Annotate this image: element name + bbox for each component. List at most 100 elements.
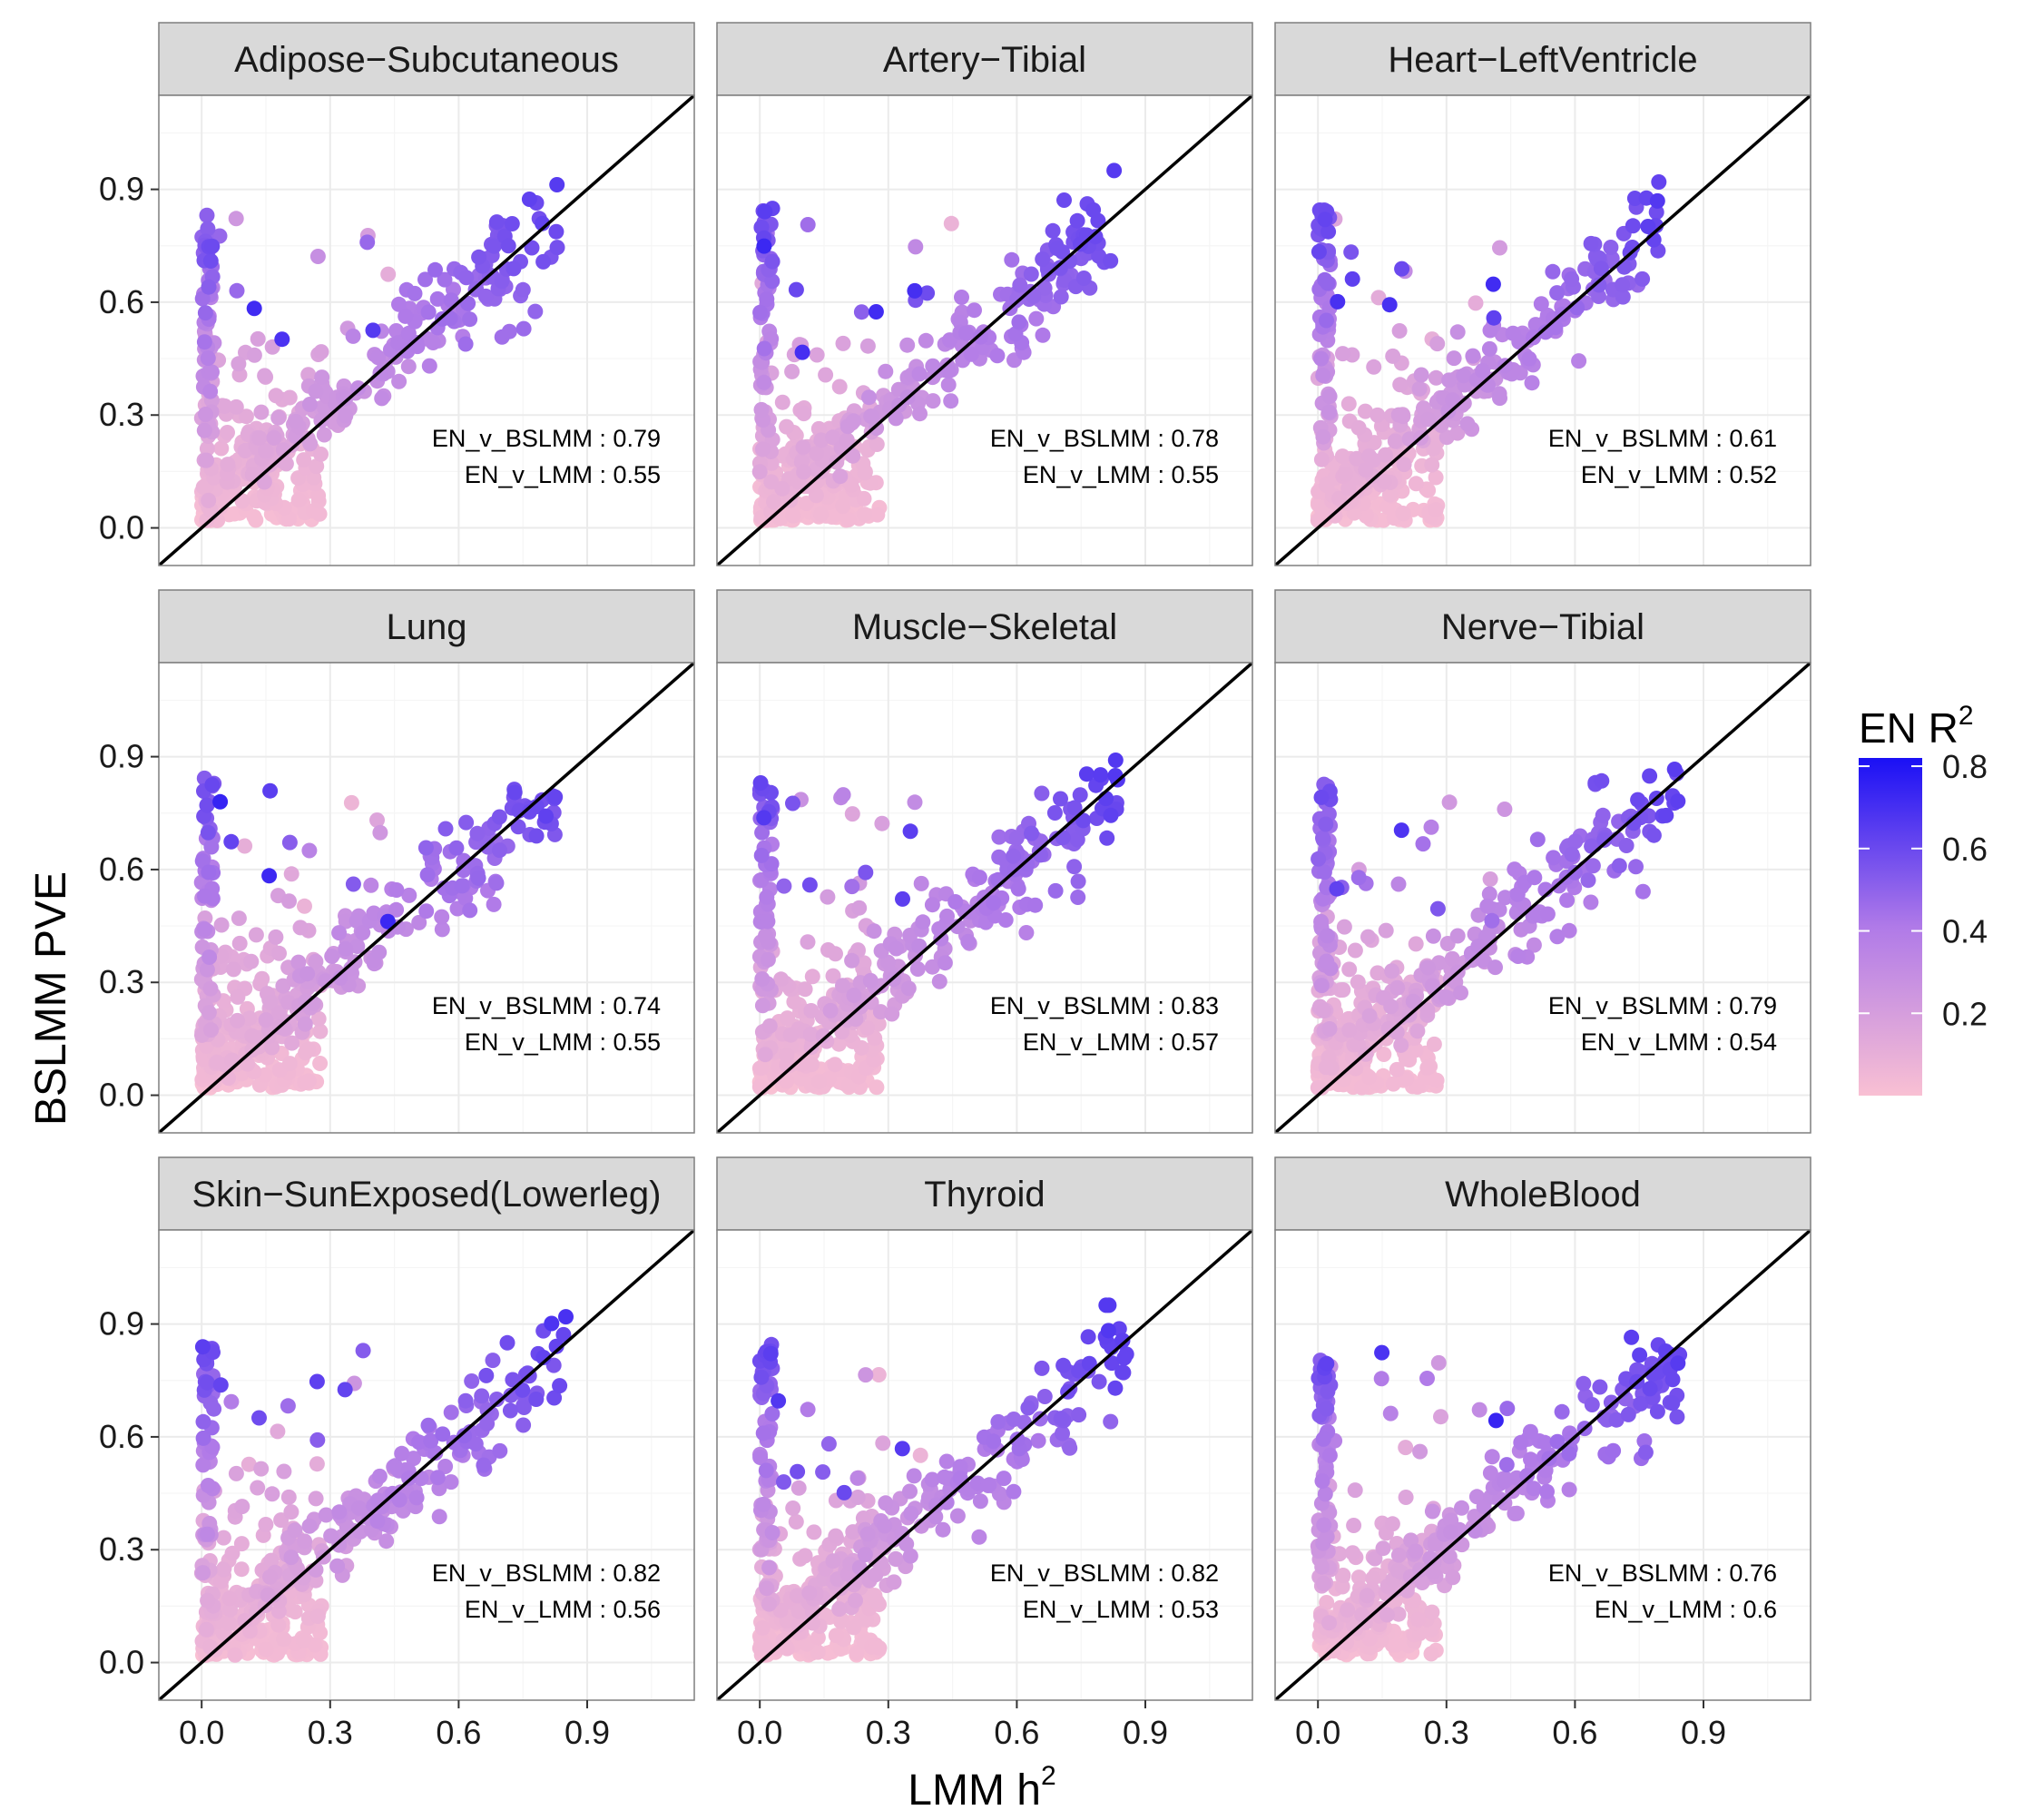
data-point	[1313, 978, 1330, 994]
facet-strip-label: Lung	[387, 607, 467, 647]
data-point	[371, 1468, 388, 1484]
data-point	[827, 1057, 843, 1073]
data-point	[228, 1465, 244, 1481]
y-tick-label: 0.0	[99, 1644, 144, 1681]
data-point	[331, 1504, 348, 1520]
data-point	[380, 266, 397, 282]
data-point	[241, 1010, 258, 1027]
data-point	[761, 1596, 777, 1612]
data-point	[309, 458, 325, 475]
data-point	[849, 1490, 866, 1505]
data-point	[480, 839, 496, 855]
data-point	[1035, 327, 1051, 343]
data-point	[271, 945, 287, 961]
data-point	[287, 1522, 303, 1539]
data-point	[1329, 880, 1345, 897]
data-point	[790, 1617, 807, 1633]
data-point	[359, 234, 376, 251]
data-point	[458, 270, 475, 286]
data-point	[555, 1326, 572, 1343]
data-point	[1331, 490, 1347, 507]
data-point	[411, 1434, 427, 1451]
data-point	[217, 398, 233, 414]
data-point	[488, 214, 505, 231]
data-point	[784, 363, 800, 379]
data-point	[1596, 831, 1613, 848]
data-point	[202, 383, 219, 399]
data-point	[782, 1027, 799, 1043]
data-point	[203, 839, 220, 855]
data-point	[494, 273, 510, 290]
data-point	[1409, 1078, 1426, 1095]
data-point	[391, 373, 407, 389]
data-point	[815, 1464, 831, 1481]
data-point	[558, 1309, 574, 1325]
data-point	[1321, 1615, 1337, 1631]
data-point	[1381, 297, 1398, 313]
data-point	[503, 1387, 519, 1403]
data-point	[349, 939, 366, 954]
facet-panel: Artery−Tibial EN_v_BSLMM : 0.78 EN_v_LMM :…	[716, 22, 1253, 566]
data-point	[801, 877, 818, 893]
data-point	[1055, 1357, 1072, 1373]
data-point	[258, 443, 273, 459]
data-point	[196, 422, 212, 438]
data-point	[281, 389, 298, 406]
data-point	[844, 952, 860, 969]
data-point	[1384, 1516, 1400, 1532]
data-point	[351, 1500, 367, 1516]
data-point	[1320, 275, 1336, 291]
data-point	[307, 1637, 323, 1653]
data-point	[855, 1510, 871, 1526]
data-point	[1319, 953, 1335, 969]
data-point	[437, 271, 453, 288]
data-point	[204, 777, 221, 793]
data-point	[878, 363, 894, 379]
identity-reference-line	[717, 1230, 1252, 1700]
data-point	[1004, 251, 1020, 268]
annotation-en-v-lmm: EN_v_LMM : 0.55	[465, 461, 661, 488]
annotation-en-v-bslmm: EN_v_BSLMM : 0.79	[432, 425, 661, 452]
data-point	[863, 408, 879, 424]
data-point	[1098, 1297, 1114, 1313]
annotation-en-v-bslmm: EN_v_BSLMM : 0.74	[432, 992, 661, 1019]
data-point	[753, 401, 770, 418]
data-point	[1055, 1425, 1070, 1441]
data-point	[844, 879, 860, 895]
data-point	[811, 1074, 827, 1090]
data-point	[1576, 1375, 1592, 1392]
facets-layer: Adipose−Subcutaneous EN_v_BSLMM : 0.79 EN_…	[158, 22, 1811, 1701]
data-point	[752, 775, 769, 791]
data-point	[757, 1047, 773, 1063]
data-point	[462, 311, 478, 328]
data-point	[1640, 219, 1656, 234]
data-point	[268, 388, 284, 404]
data-point	[831, 379, 848, 395]
data-point	[800, 217, 816, 232]
data-point	[244, 1028, 260, 1044]
data-point	[957, 903, 973, 920]
data-point	[1338, 466, 1353, 482]
data-point	[253, 404, 270, 420]
data-point	[301, 842, 318, 859]
data-point	[1449, 425, 1466, 441]
data-point	[861, 389, 877, 406]
data-point	[425, 335, 441, 350]
data-point	[407, 285, 423, 301]
data-point	[1350, 870, 1367, 886]
data-point	[515, 1417, 532, 1433]
annotation-en-v-lmm: EN_v_LMM : 0.56	[465, 1596, 661, 1623]
data-point	[763, 474, 780, 490]
data-point	[476, 1457, 492, 1473]
data-point	[231, 935, 248, 951]
facet-strip-label: WholeBlood	[1445, 1175, 1641, 1215]
data-point	[853, 304, 869, 320]
data-point	[311, 506, 328, 522]
data-point	[283, 1504, 299, 1520]
data-point	[813, 507, 830, 523]
data-point	[1385, 348, 1401, 364]
data-point	[1648, 204, 1664, 221]
data-point	[1340, 396, 1357, 412]
data-point	[758, 1462, 774, 1479]
data-point	[1561, 1481, 1577, 1498]
